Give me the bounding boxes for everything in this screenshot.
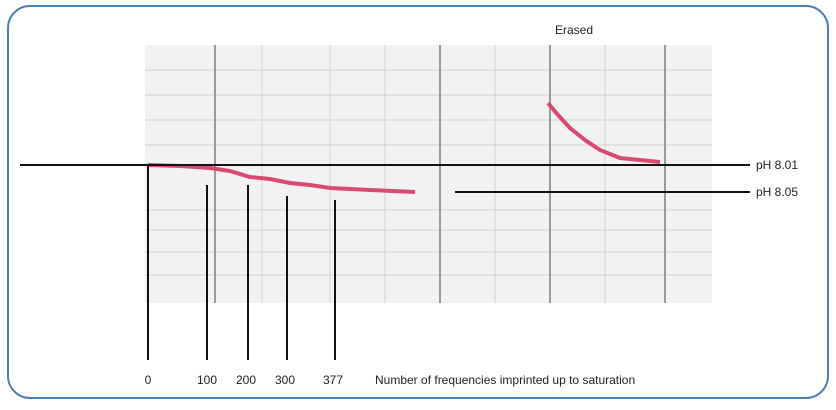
marker-label: 377	[323, 373, 343, 387]
erased-label: Erased	[555, 23, 593, 37]
marker-label: 300	[275, 373, 295, 387]
figure: pH 8.01 pH 8.05 Erased 0 100 200 300 377…	[0, 0, 836, 405]
marker-label: 0	[145, 373, 152, 387]
ph-label: pH 8.01	[756, 158, 798, 172]
x-axis-label: Number of frequencies imprinted up to sa…	[375, 373, 635, 387]
marker-label: 200	[236, 373, 256, 387]
paper	[145, 45, 712, 303]
ph-label: pH 8.05	[756, 185, 798, 199]
paper-background	[145, 45, 712, 303]
marker-label: 100	[197, 373, 217, 387]
